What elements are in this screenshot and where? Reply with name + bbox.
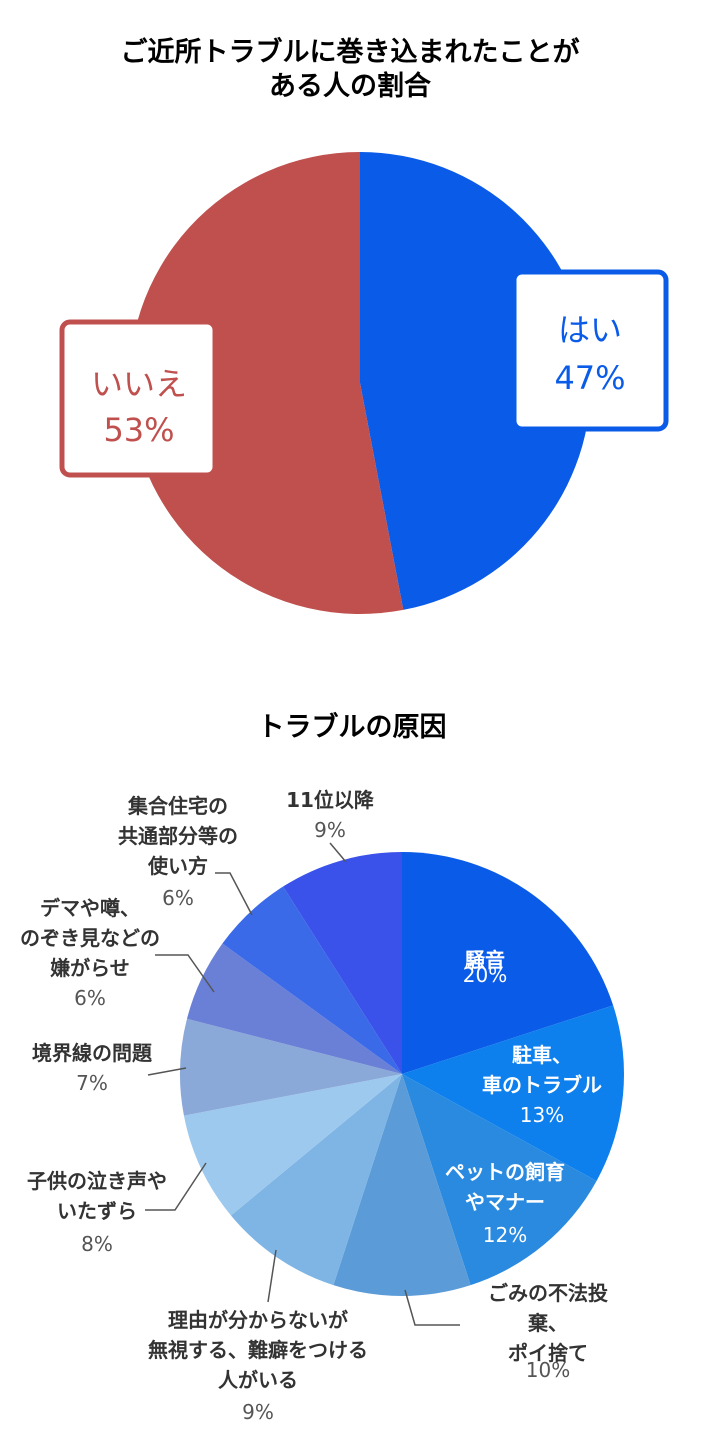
slice-label: デマや噂、 のぞき見などの 嫌がらせ [20, 896, 160, 980]
slice-label: はい [557, 311, 623, 349]
label-box [511, 269, 669, 432]
slice-label: ペットの飼育 やマナー [445, 1160, 565, 1214]
leader-line [267, 1249, 277, 1303]
value-label: 13% [519, 1103, 565, 1127]
value-label: 12% [482, 1223, 528, 1247]
value-label: 9% [314, 818, 346, 842]
slice-label: 11位以降 [286, 788, 374, 812]
slice-label: いいえ [90, 365, 188, 403]
pie-slice [360, 152, 591, 610]
value-label: 47% [554, 359, 626, 397]
pie-slice [183, 1074, 402, 1216]
pie-slice [402, 1074, 597, 1286]
slice-label: 理由が分からないが 無視する、難癖をつける 人がいる [148, 1308, 368, 1392]
slice-label: 集合住宅の 共通部分等の 使い方 [118, 794, 238, 878]
value-label: 7% [76, 1071, 108, 1095]
pie-slice [186, 943, 402, 1074]
pie-slice [230, 1074, 402, 1286]
slice-label: 騒音 [465, 948, 505, 972]
pie-slice [402, 1005, 624, 1181]
leader-line [329, 842, 347, 863]
value-label: 8% [81, 1232, 113, 1256]
chart-title: トラブルの原因 [257, 712, 447, 743]
leader-line [404, 1289, 460, 1326]
slice-label: ごみの不法投棄、 ポイ捨て [488, 1281, 608, 1365]
slice-label: 子供の泣き声や いたずら [27, 1169, 167, 1223]
value-label: 53% [103, 411, 175, 449]
chart-title: ご近所トラブルに巻き込まれたことが ある人の割合 [120, 37, 580, 102]
slice-label: 駐車、 車のトラブル [482, 1043, 602, 1097]
value-label: 20% [462, 963, 508, 987]
pie-slice [283, 852, 402, 1074]
pie-slice [180, 1018, 402, 1116]
leader-line [147, 1067, 187, 1076]
value-label: 10% [525, 1358, 571, 1382]
value-label: 6% [74, 986, 106, 1010]
leader-line [145, 1162, 207, 1211]
pie-slice [128, 152, 404, 614]
leader-line [215, 872, 253, 916]
pie-slice [402, 852, 614, 1074]
leader-line [155, 954, 215, 993]
pie-slice [222, 886, 402, 1074]
pie-slice [333, 1074, 471, 1296]
value-label: 9% [242, 1400, 274, 1424]
value-label: 6% [162, 886, 194, 910]
slice-label: 境界線の問題 [32, 1041, 152, 1065]
label-box [59, 319, 218, 478]
